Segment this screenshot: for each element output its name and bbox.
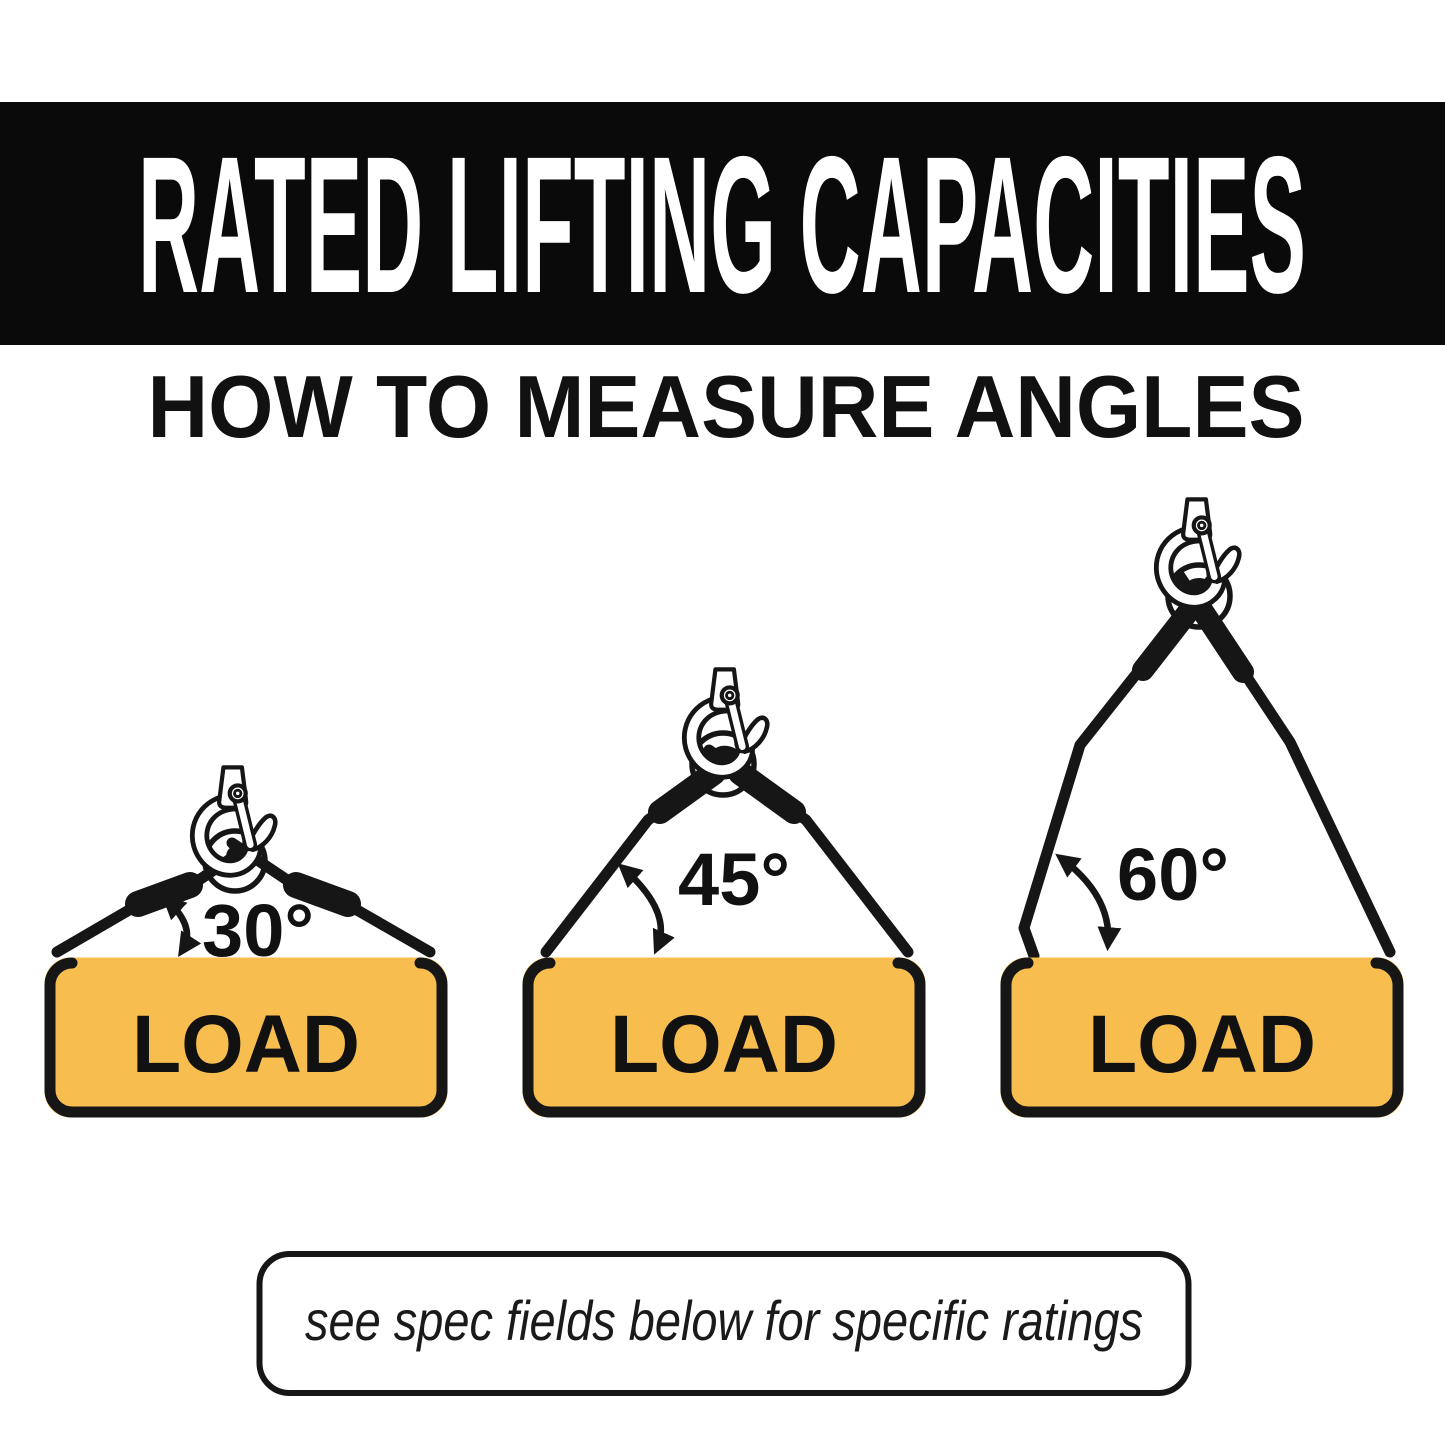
load-block-border: [522, 957, 926, 1118]
sling-sleeve-right: [283, 872, 361, 917]
sling-sleeve-left: [1132, 591, 1207, 681]
angle-arc-arrow: [1055, 853, 1122, 952]
load-block: [1000, 957, 1404, 1118]
angle-label-60: 60°: [1117, 833, 1229, 916]
load-label: LOAD: [132, 999, 360, 1090]
diagram-45deg: LOAD 45°: [522, 669, 926, 1118]
angle-arc-arrow: [617, 863, 675, 955]
diagram-60deg: LOAD 60°: [1000, 499, 1404, 1118]
sling-sleeve-right: [1187, 593, 1254, 683]
load-block: [44, 957, 448, 1118]
note-text: see spec fields below for specific ratin…: [305, 1289, 1143, 1352]
load-block: [522, 957, 926, 1118]
load-block-border: [1000, 957, 1404, 1118]
note-box: see spec fields below for specific ratin…: [256, 1251, 1192, 1396]
angle-arc-arrow: [161, 895, 202, 958]
load-label: LOAD: [1088, 999, 1316, 1090]
load-label: LOAD: [610, 999, 838, 1090]
sling-sleeve-left: [125, 872, 203, 917]
sling-sleeve-left: [648, 761, 726, 824]
sling-sleeve-right: [728, 761, 806, 824]
header-banner: RATED LIFTING CAPACITIES: [0, 102, 1445, 345]
angle-label-45: 45°: [678, 838, 790, 921]
diagram-30deg: LOAD 30°: [44, 767, 448, 1118]
angle-label-30: 30°: [202, 889, 314, 972]
note-box-border: [256, 1251, 1192, 1396]
load-block-border: [44, 957, 448, 1118]
banner-background: [0, 102, 1445, 345]
page-title: RATED LIFTING CAPACITIES: [138, 116, 1306, 334]
page-subtitle: HOW TO MEASURE ANGLES: [148, 357, 1305, 456]
